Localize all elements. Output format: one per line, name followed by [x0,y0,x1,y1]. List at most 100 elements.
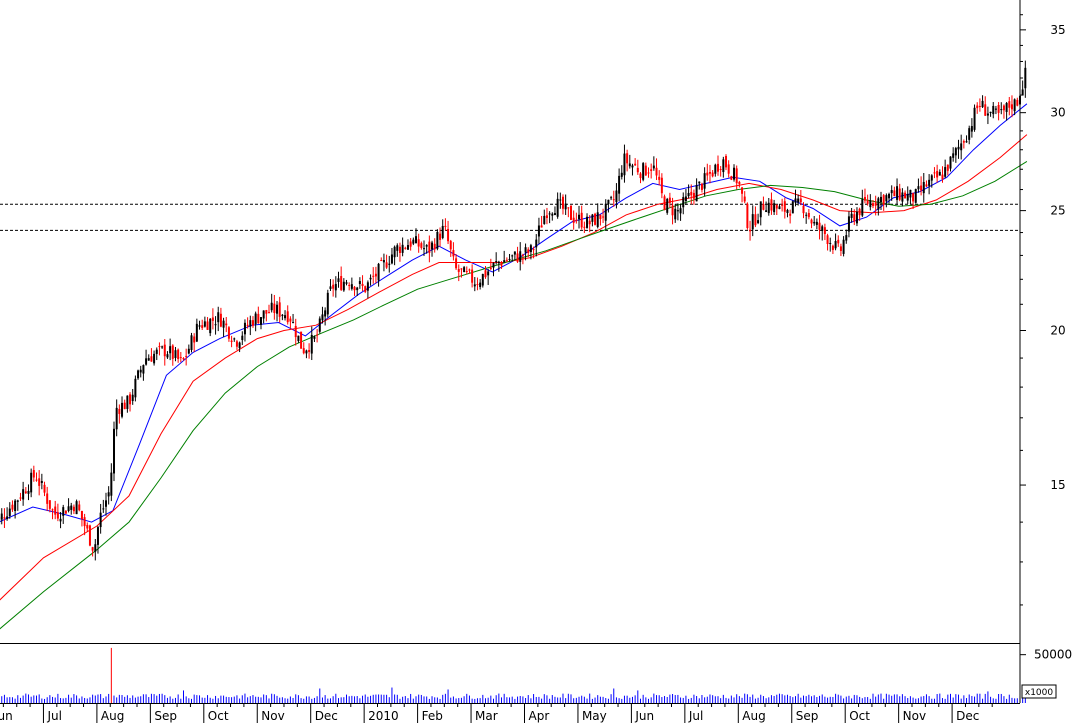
candle [316,328,319,343]
candle [1010,95,1013,118]
x-tick-label: May [582,709,607,723]
candle [716,155,719,176]
candle [1021,80,1024,96]
candle [725,154,728,171]
candle [765,201,768,213]
candle [27,484,30,501]
candle [406,239,409,250]
candle [273,294,276,320]
candle [863,188,866,204]
candle [810,218,813,229]
candle [259,317,262,330]
candle [700,182,703,193]
candle [952,147,955,162]
candle [342,278,345,292]
candle [831,244,834,255]
candle [896,178,899,206]
x-tick-label: Aug [742,709,765,723]
candle [904,190,907,199]
candle [503,250,506,263]
y-tick-label: 15 [1050,478,1065,492]
candle [48,500,51,513]
candle [484,266,487,279]
candle [842,236,845,257]
candle [791,200,794,214]
candle [14,499,17,519]
candle [743,191,746,204]
candle [519,242,522,271]
x-tick-label: Mar [475,709,498,723]
candle [746,202,749,230]
candle [767,197,770,216]
candle [898,183,901,202]
candle [447,220,450,245]
volume-bars [1,647,1026,703]
candle [928,174,931,195]
candle [933,167,936,179]
candle [885,193,888,208]
candle [906,186,909,204]
candle [658,170,661,186]
candle [513,251,516,261]
candle [604,199,607,230]
x-tick-label: Jun [0,709,13,723]
candle [775,204,778,216]
candle [583,221,586,233]
candle [815,218,818,230]
candle [631,163,634,176]
candle [888,192,891,206]
candle [276,301,279,322]
candle [104,492,107,516]
x-tick-label: Apr [529,709,550,723]
candle [428,235,431,263]
candle [612,190,615,207]
candle [968,125,971,145]
candle [139,365,142,378]
candle [441,219,444,240]
candle [572,210,575,230]
candle [439,227,442,247]
candle [107,486,110,505]
volume-unit-box [1021,684,1057,699]
candle [155,347,158,361]
candle [938,169,941,176]
candle [465,266,468,275]
candle [3,508,6,528]
candle [679,203,682,221]
y-tick-label: 35 [1050,23,1065,37]
candle [123,399,126,410]
moving-averages [0,103,1028,630]
candle [567,207,570,218]
candle [75,499,78,515]
candle [214,316,217,335]
candle [829,237,832,252]
candle [578,205,581,229]
candle [249,315,252,336]
candle [471,264,474,288]
candle [401,237,404,257]
candle [59,512,62,529]
y-tick-label: 25 [1050,204,1065,218]
candle [826,233,829,251]
candle [570,204,573,221]
candle [417,233,420,253]
candle [521,253,524,265]
candle [324,307,327,326]
candle [508,253,511,262]
candle [981,95,984,109]
candle [532,246,535,259]
candle [235,339,238,350]
candle [591,213,594,227]
x-tick-label: Dec [315,709,338,723]
candle [890,185,893,201]
candle [711,170,714,178]
candle [436,229,439,251]
candle [99,503,102,534]
candle [853,209,856,226]
candle [153,350,156,366]
candle [1024,60,1027,98]
candle [618,168,621,202]
chart-frame [0,0,1021,704]
candle [930,174,933,188]
candle [473,277,476,292]
